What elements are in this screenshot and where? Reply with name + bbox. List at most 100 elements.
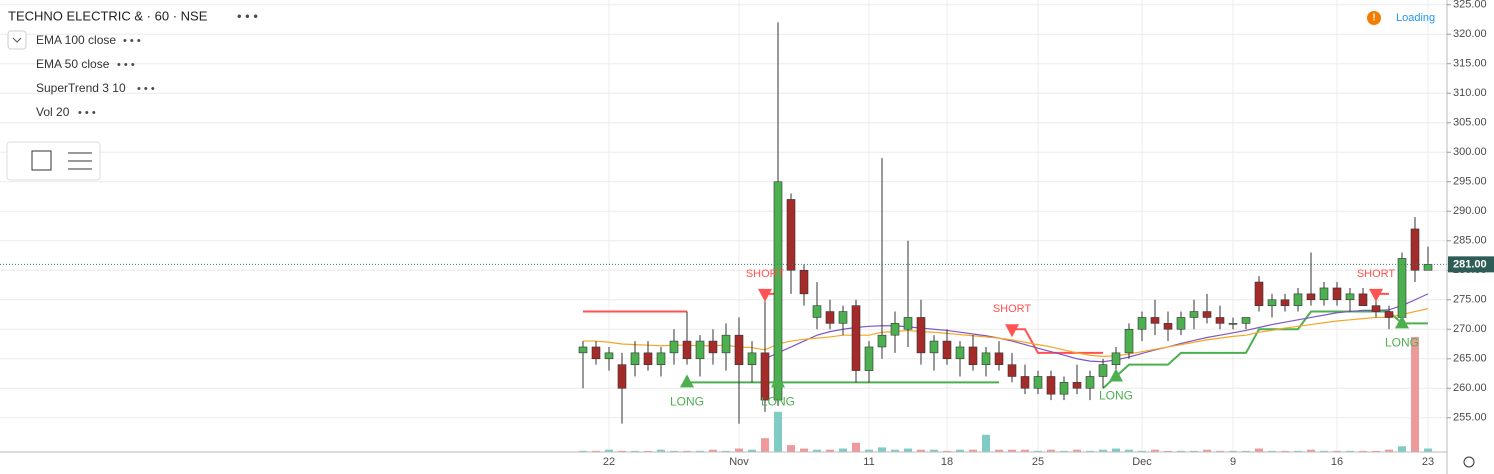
- volume-bar: [839, 448, 847, 452]
- volume-bar: [1099, 449, 1107, 452]
- more-icon[interactable]: • • •: [237, 8, 258, 23]
- volume-bar: [1086, 450, 1094, 452]
- candle-body: [1267, 299, 1277, 306]
- candle-body: [669, 340, 679, 354]
- candle-body: [1319, 287, 1329, 301]
- x-tick-label: 18: [941, 456, 953, 468]
- legend-entry[interactable]: Vol 20: [36, 105, 70, 119]
- volume-bar: [1203, 449, 1211, 452]
- volume-bar: [852, 442, 860, 452]
- candle-body: [929, 340, 939, 354]
- volume-bar: [657, 449, 665, 452]
- x-tick-label: Dec: [1132, 456, 1152, 468]
- candle-body: [760, 352, 770, 401]
- signal-label: LONG: [670, 395, 704, 409]
- volume-bar: [1307, 449, 1315, 452]
- volume-bar: [1008, 449, 1016, 452]
- rectangle-tool[interactable]: [31, 150, 52, 171]
- long-marker: [771, 374, 785, 388]
- candle-body: [916, 317, 926, 354]
- y-tick-label: 290.00: [1453, 205, 1487, 217]
- short-marker: [758, 288, 772, 302]
- legend-entry[interactable]: SuperTrend 3 10: [36, 81, 126, 95]
- volume-bar: [904, 448, 912, 452]
- legend-entry[interactable]: EMA 100 close: [36, 33, 116, 47]
- more-icon[interactable]: • • •: [117, 59, 135, 71]
- volume-bar: [670, 450, 678, 452]
- candle-body: [604, 352, 614, 360]
- volume-bar: [1164, 450, 1172, 452]
- volume-bar: [605, 449, 613, 452]
- volume-bar: [1333, 450, 1341, 452]
- volume-bar: [1151, 449, 1159, 452]
- long-marker: [1395, 315, 1409, 329]
- candle-body: [747, 352, 757, 365]
- volume-bar: [1242, 450, 1250, 452]
- settings-tool[interactable]: [68, 152, 92, 170]
- candle-body: [1072, 382, 1082, 389]
- candle-body: [1124, 328, 1134, 354]
- candle-body: [630, 352, 640, 365]
- settings-icon[interactable]: [1463, 456, 1475, 468]
- y-tick-label: 325.00: [1453, 0, 1487, 11]
- signal-label: LONG: [1385, 336, 1419, 350]
- volume-bar: [1047, 449, 1055, 452]
- candle-body: [890, 323, 900, 336]
- volume-bar: [917, 449, 925, 452]
- volume-bar: [1216, 450, 1224, 452]
- volume-bar: [618, 450, 626, 452]
- candle-body: [981, 352, 991, 365]
- candle-body: [1293, 293, 1303, 306]
- candle-body: [1384, 311, 1394, 318]
- candle-body: [955, 346, 965, 360]
- candle-body: [1189, 311, 1199, 318]
- volume-bar: [865, 449, 873, 452]
- volume-bar: [735, 448, 743, 452]
- candle-body: [578, 346, 588, 354]
- volume-bar: [995, 449, 1003, 452]
- volume-bar: [748, 449, 756, 452]
- y-tick-label: 310.00: [1453, 87, 1487, 99]
- volume-bar: [1034, 450, 1042, 452]
- volume-bar: [930, 449, 938, 452]
- short-marker: [1369, 288, 1383, 302]
- volume-bar: [969, 449, 977, 452]
- volume-bar: [1281, 450, 1289, 452]
- legend-entry[interactable]: EMA 50 close: [36, 57, 110, 71]
- x-tick-label: 23: [1422, 456, 1434, 468]
- candle-body: [994, 352, 1004, 365]
- signal-label: LONG: [761, 395, 795, 409]
- volume-bar: [644, 450, 652, 452]
- candle-body: [942, 340, 952, 360]
- volume-bar: [943, 450, 951, 452]
- volume-bar: [722, 450, 730, 452]
- volume-bar: [1060, 450, 1068, 452]
- more-icon[interactable]: • • •: [78, 107, 96, 119]
- y-tick-label: 320.00: [1453, 28, 1487, 40]
- y-tick-label: 285.00: [1453, 235, 1487, 247]
- candle-body: [1254, 281, 1264, 306]
- candle-body: [773, 181, 783, 401]
- axes: 255.00260.00265.00270.00275.00280.00285.…: [603, 0, 1494, 468]
- more-icon[interactable]: • • •: [123, 35, 141, 47]
- volume-bar: [826, 449, 834, 452]
- volume-bar: [787, 445, 795, 452]
- candle-body: [968, 346, 978, 365]
- volume-bar: [800, 448, 808, 452]
- candle-body: [812, 305, 822, 318]
- drawing-toolbar: [6, 141, 101, 181]
- more-icon[interactable]: • • •: [137, 83, 155, 95]
- collapse-button[interactable]: [7, 30, 27, 50]
- y-tick-label: 275.00: [1453, 294, 1487, 306]
- candle-body: [1137, 317, 1147, 330]
- candle-body: [617, 364, 627, 389]
- candle-body: [1397, 258, 1407, 318]
- volume-layer: [579, 337, 1432, 452]
- volume-bar: [982, 434, 990, 452]
- candle-body: [864, 346, 874, 371]
- volume-bar: [1424, 448, 1432, 452]
- candle-body: [1202, 311, 1212, 318]
- last-price-label: 281.00: [1453, 258, 1487, 270]
- signal-label: SHORT: [746, 268, 785, 280]
